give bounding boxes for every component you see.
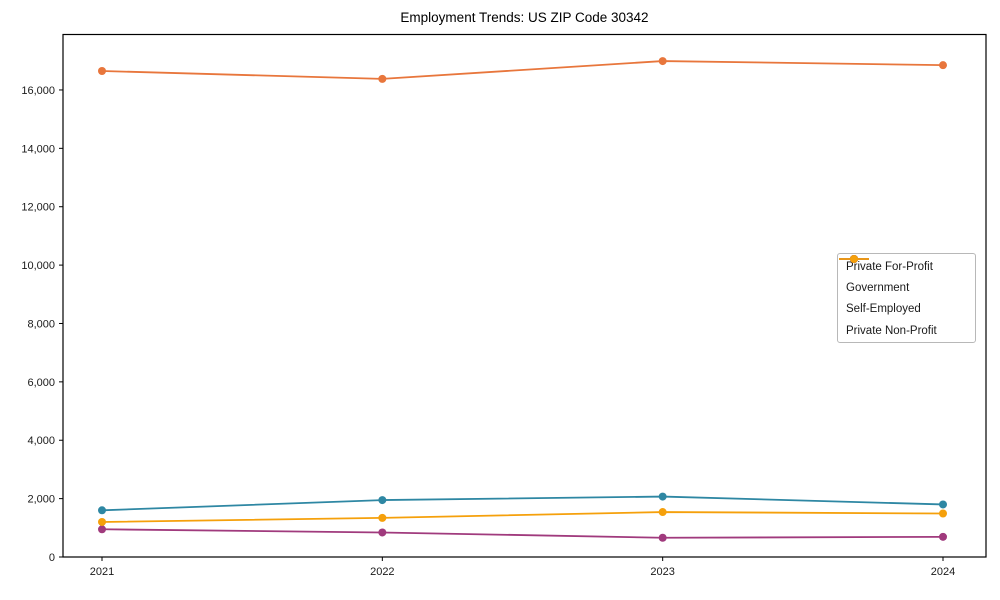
data-point: [98, 506, 106, 515]
y-axis-tick-label: 8,000: [27, 318, 55, 330]
chart-title: Employment Trends: US ZIP Code 30342: [400, 10, 649, 25]
plot-frame: [62, 33, 987, 558]
data-point: [98, 525, 106, 534]
data-point: [939, 509, 947, 518]
data-point: [378, 528, 387, 537]
y-axis-tick-label: 16,000: [21, 85, 55, 97]
data-point: [378, 74, 387, 83]
data-point: [378, 496, 387, 505]
data-point: [658, 533, 667, 542]
legend-marker-icon: [839, 255, 869, 263]
legend-item: Self-Employed: [838, 255, 975, 320]
data-point: [939, 61, 947, 70]
legend: Private For-Profit Government Self-Employe…: [837, 253, 976, 343]
data-point: [658, 57, 667, 66]
x-axis-tick-label: 2023: [650, 566, 674, 578]
data-point: [939, 532, 947, 541]
legend-label: Government: [846, 281, 910, 294]
data-point: [658, 492, 667, 501]
data-point: [658, 508, 667, 517]
y-axis-tick-label: 14,000: [21, 143, 55, 155]
y-axis-tick-label: 4,000: [27, 435, 55, 447]
legend-label: Self-Employed: [846, 303, 921, 316]
x-axis-tick-label: 2021: [90, 566, 114, 578]
data-point: [378, 513, 387, 522]
y-axis-tick-label: 2,000: [27, 494, 55, 506]
legend-label: Private For-Profit: [846, 260, 933, 273]
x-axis-tick-label: 2024: [931, 566, 955, 578]
legend-label: Private Non-Profit: [846, 324, 937, 337]
data-point: [939, 500, 947, 509]
legend-item: Government: [838, 255, 975, 298]
x-axis-tick-label: 2022: [370, 566, 394, 578]
data-point: [98, 66, 106, 75]
data-point: [98, 517, 106, 526]
series-line-self-employed: [101, 528, 944, 539]
y-axis-tick-label: 6,000: [27, 377, 55, 389]
y-axis-tick-label: 0: [49, 552, 55, 564]
legend-item: Private Non-Profit: [838, 255, 975, 341]
series-line-private-non-profit: [101, 511, 944, 523]
y-axis-tick-label: 10,000: [21, 260, 55, 272]
y-axis-tick-label: 12,000: [21, 202, 55, 214]
series-line-government: [101, 495, 944, 512]
series-line-private-for-profit: [101, 60, 944, 80]
